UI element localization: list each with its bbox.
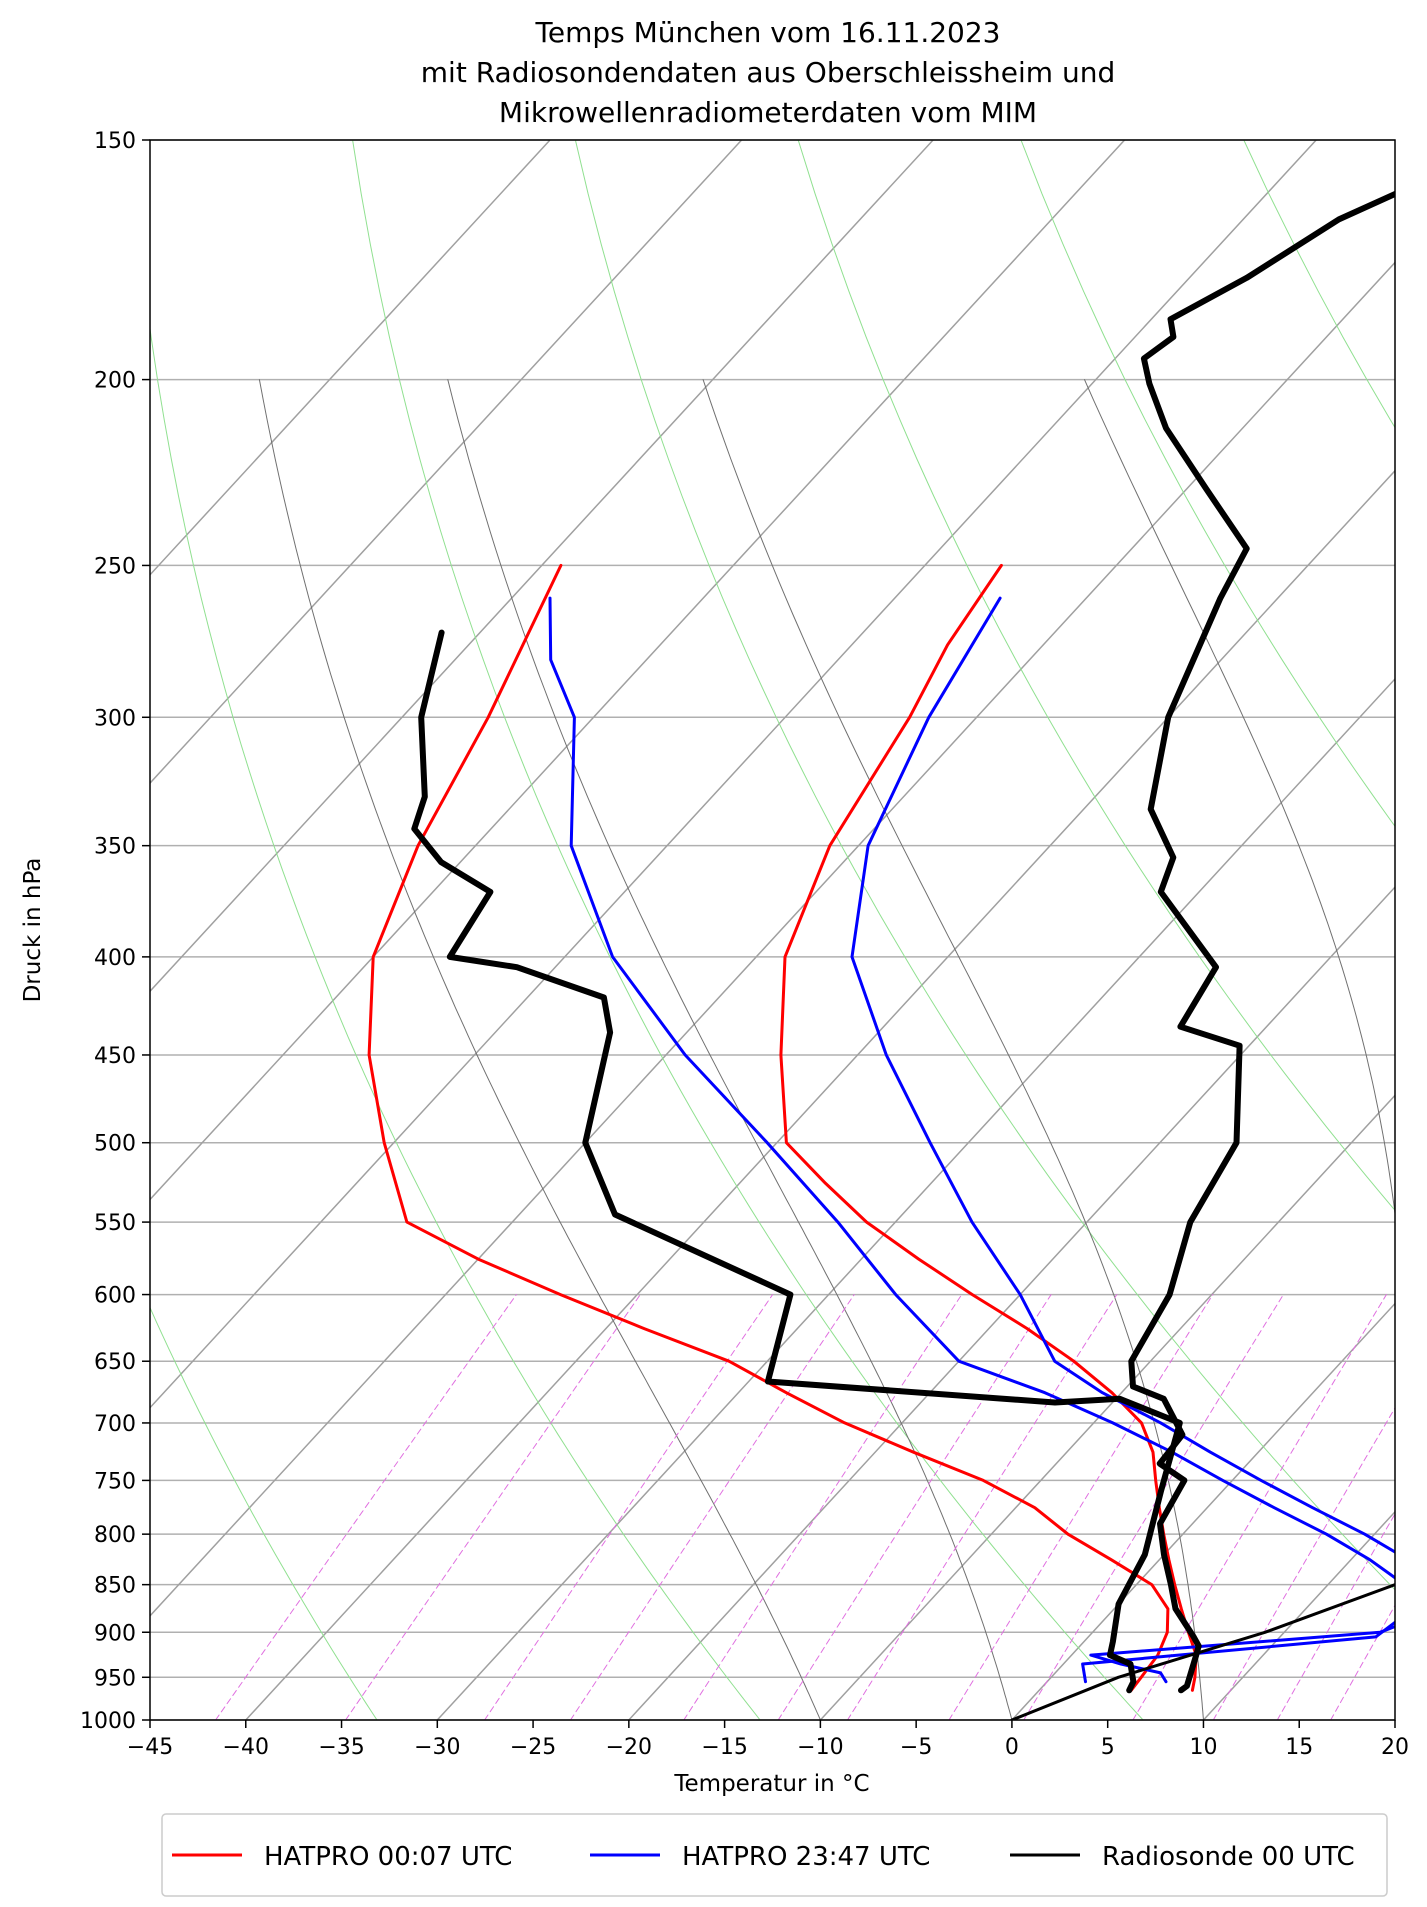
mixing-ratio-line: [1212, 1406, 1395, 1720]
moist-adiabat-line: [1084, 379, 1395, 1720]
x-tick-label: 20: [1381, 1735, 1409, 1760]
title-line-2: mit Radiosondendaten aus Oberschleisshei…: [421, 56, 1115, 89]
isotherm-line: [150, 140, 934, 993]
isotherm-line: [245, 469, 1395, 1720]
x-axis-ticks: −45 −40 −35 −30 −25 −20 −15 −10 −5 0 5 10 15 20: [127, 1720, 1409, 1760]
dry-adiabat-line: [574, 140, 1395, 1591]
y-tick-label: 1000: [80, 1709, 136, 1734]
isotherm-line: [1011, 1302, 1395, 1720]
y-tick-label: 450: [94, 1044, 136, 1069]
x-tick-label: −25: [510, 1735, 556, 1760]
isotherm-line: [150, 140, 1126, 1201]
chart-title: Temps München vom 16.11.2023 mit Radioso…: [421, 16, 1115, 129]
y-tick-label: 350: [94, 835, 136, 860]
legend-entry-radiosonde: Radiosonde 00 UTC: [1010, 1842, 1355, 1872]
y-tick-label: 700: [94, 1412, 136, 1437]
mixing-ratio-line: [1132, 1294, 1387, 1720]
legend-label-hatpro-0007: HATPRO 00:07 UTC: [264, 1842, 512, 1872]
moist-adiabat-line: [702, 379, 1204, 1720]
isotherm-line: [150, 261, 1395, 1617]
dry-adiabat-line: [1243, 140, 1395, 429]
y-tick-label: 250: [94, 554, 136, 579]
radiosonde-00-utc-temperature-line: [1128, 190, 1395, 1694]
legend-box: [161, 1813, 1388, 1897]
y-tick-label: 950: [94, 1666, 136, 1691]
y-axis-ticks: 150 200 250 300 350 400 450 500 550 600 650 700 750 8…: [80, 129, 150, 1734]
legend-label-hatpro-2347: HATPRO 23:47 UTC: [682, 1842, 930, 1872]
x-tick-label: −5: [900, 1735, 932, 1760]
x-tick-label: 10: [1189, 1735, 1217, 1760]
legend: HATPRO 00:07 UTC HATPRO 23:47 UTC Radios…: [161, 1813, 1388, 1897]
legend-label-radiosonde: Radiosonde 00 UTC: [1102, 1842, 1355, 1872]
radiosonde-00-utc-dewpoint-line: [411, 629, 1183, 1694]
x-tick-label: −15: [701, 1735, 747, 1760]
y-tick-label: 800: [94, 1523, 136, 1548]
y-tick-label: 650: [94, 1350, 136, 1375]
title-line-3: Mikrowellenradiometerdaten vom MIM: [499, 96, 1037, 129]
x-tick-label: 5: [1101, 1735, 1115, 1760]
x-tick-label: −10: [797, 1735, 843, 1760]
plot-frame: [149, 139, 1396, 1721]
isotherm-line: [150, 140, 551, 576]
isotherm-line: [150, 140, 743, 785]
isotherm-line: [628, 886, 1395, 1720]
isotherm-line: [150, 140, 1317, 1409]
hatpro-23-47-utc-temperature-line: [850, 596, 1395, 1684]
y-tick-label: 200: [94, 369, 136, 394]
x-tick-label: 0: [1005, 1735, 1019, 1760]
y-tick-label: 750: [94, 1469, 136, 1494]
mixing-ratio-line: [484, 1294, 774, 1720]
y-axis-label: Druck in hPa: [20, 858, 46, 1003]
mixing-ratio-line: [1276, 1512, 1395, 1720]
mixing-ratio-line: [1417, 1295, 1427, 1720]
series-parcel-line: [1010, 1583, 1395, 1720]
hatpro-23-47-utc-dewpoint-line: [548, 596, 1395, 1684]
hatpro-00-07-utc-temperature-line: [779, 563, 1198, 1692]
hatpro-00-07-utc-dewpoint-line: [367, 563, 1170, 1692]
mixing-ratio-line: [345, 1294, 641, 1720]
pressure-gridlines: [150, 139, 1395, 1721]
y-tick-label: 850: [94, 1574, 136, 1599]
thermodynamic-background-lines: [150, 140, 1427, 1720]
moist-adiabat-line: [258, 379, 821, 1720]
mixing-ratio-line: [1330, 1604, 1395, 1720]
x-tick-label: −20: [606, 1735, 652, 1760]
mixing-ratio-line: [570, 1294, 855, 1720]
mixing-ratio-line: [215, 1294, 517, 1720]
x-tick-label: 15: [1285, 1735, 1313, 1760]
x-tick-label: −45: [127, 1735, 173, 1760]
mixing-ratio-line: [1023, 1294, 1284, 1720]
legend-entry-hatpro-0007: HATPRO 00:07 UTC: [172, 1842, 512, 1872]
mixing-ratio-line: [847, 1294, 1118, 1720]
y-tick-label: 500: [94, 1132, 136, 1157]
moist-adiabat-line: [447, 379, 1013, 1720]
isotherm-line: [819, 1094, 1395, 1720]
x-tick-label: −35: [318, 1735, 364, 1760]
mixing-ratio-line: [777, 1294, 1052, 1720]
isotherm-line: [1202, 1510, 1395, 1720]
y-tick-label: 550: [94, 1211, 136, 1236]
legend-entry-hatpro-2347: HATPRO 23:47 UTC: [590, 1842, 930, 1872]
dry-adiabat-line: [150, 325, 761, 1720]
x-axis-label: Temperatur in °C: [673, 1771, 869, 1797]
x-tick-label: −30: [414, 1735, 460, 1760]
dry-adiabat-line: [1020, 140, 1395, 828]
isotherm-line: [436, 677, 1395, 1720]
title-line-1: Temps München vom 16.11.2023: [535, 16, 1001, 49]
profile-series: [367, 190, 1395, 1720]
dry-adiabat-line: [797, 140, 1395, 1212]
y-tick-label: 150: [94, 129, 136, 154]
y-tick-label: 400: [94, 946, 136, 971]
x-tick-label: −40: [223, 1735, 269, 1760]
y-tick-label: 300: [94, 706, 136, 731]
y-tick-label: 900: [94, 1621, 136, 1646]
isotherm-line: [1394, 1718, 1395, 1720]
dry-adiabat-line: [352, 140, 1144, 1720]
y-tick-label: 600: [94, 1284, 136, 1309]
mixing-ratio-line: [683, 1294, 963, 1720]
dry-adiabat-line: [150, 1306, 378, 1720]
